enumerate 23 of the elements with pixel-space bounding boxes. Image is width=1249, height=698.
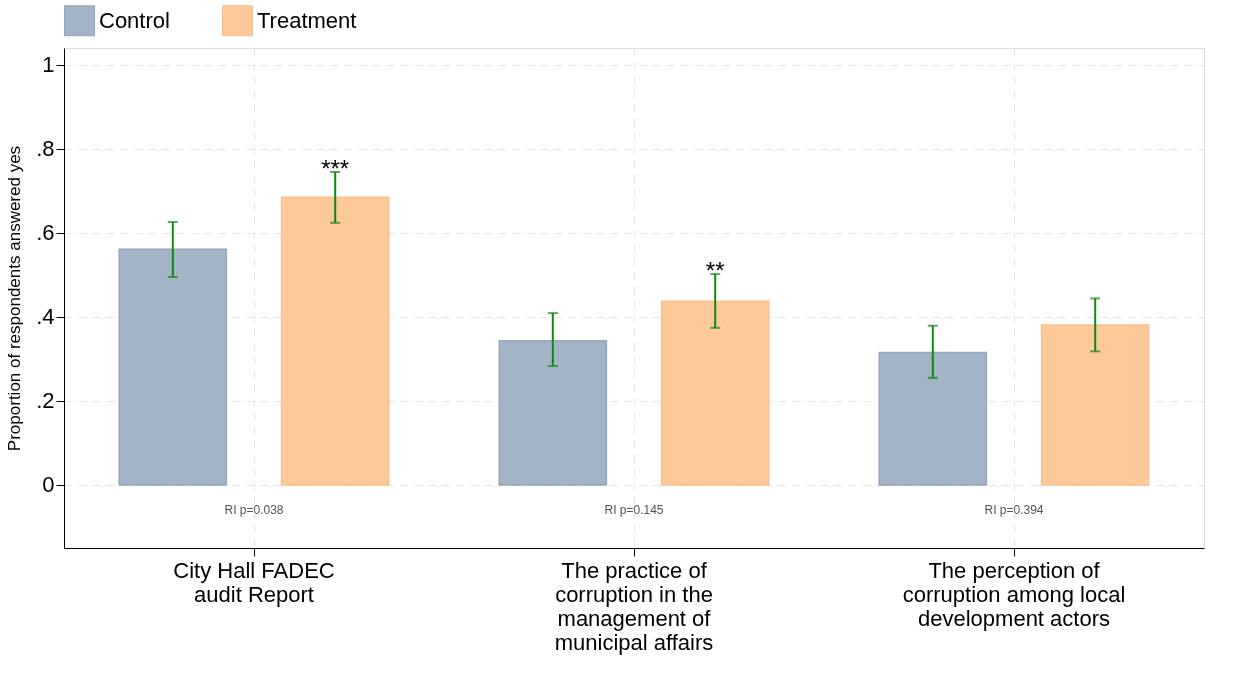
x-tick-label: The perception of corruption among local development actors (902, 557, 1126, 631)
bar (280, 196, 390, 486)
legend-label: Treatment (257, 7, 357, 33)
y-tick-label: 0 (42, 472, 55, 498)
y-tick-label: .6 (36, 220, 55, 246)
legend-label: Control (99, 7, 170, 33)
bar (498, 340, 608, 486)
bar (1040, 324, 1150, 486)
y-tick-label: .2 (36, 388, 55, 414)
y-axis-title: Proportion of respondents answered yes (5, 145, 25, 452)
annotation: RI p=0.145 (604, 503, 664, 518)
bar (660, 300, 770, 486)
annotation: RI p=0.038 (224, 503, 284, 518)
bar (878, 351, 988, 486)
y-tick-label: .8 (36, 136, 55, 162)
annotation: *** (321, 154, 350, 182)
annotation: RI p=0.394 (984, 503, 1044, 518)
y-tick-label: .4 (36, 304, 55, 330)
annotation: ** (705, 256, 725, 284)
x-tick-label: The practice of corruption in the management of municipal affairs (554, 557, 714, 655)
x-tick-label: City Hall FADEC audit Report (173, 557, 335, 607)
bar (118, 248, 228, 486)
y-tick-label: 1 (42, 52, 55, 78)
